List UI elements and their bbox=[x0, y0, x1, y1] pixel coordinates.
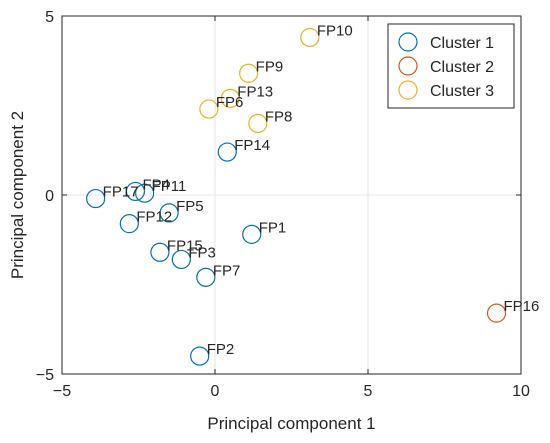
legend-marker bbox=[398, 32, 418, 52]
data-point bbox=[135, 183, 155, 203]
point-label: FP13 bbox=[237, 83, 273, 100]
data-points bbox=[86, 27, 507, 366]
data-point bbox=[486, 303, 507, 323]
legend-entry: Cluster 2 bbox=[430, 59, 494, 76]
y-tick-label: −5 bbox=[36, 367, 54, 384]
point-label: FP7 bbox=[213, 262, 241, 279]
legend-box bbox=[387, 23, 515, 109]
x-tick-label: 10 bbox=[512, 383, 530, 400]
legend-marker bbox=[398, 80, 418, 100]
axes: −5 0 5 10 −5 0 5 bbox=[36, 9, 530, 400]
data-point bbox=[239, 63, 259, 83]
data-point bbox=[217, 142, 237, 162]
point-label: FP14 bbox=[234, 137, 270, 154]
grid bbox=[62, 16, 521, 374]
point-label: FP2 bbox=[207, 341, 235, 358]
data-point bbox=[86, 188, 106, 209]
data-point bbox=[190, 346, 210, 366]
x-axis-label: Principal component 1 bbox=[207, 414, 375, 433]
point-label: FP10 bbox=[317, 22, 353, 39]
data-point bbox=[119, 214, 139, 234]
x-tick-label: 5 bbox=[364, 383, 373, 400]
point-label: FP5 bbox=[176, 198, 204, 215]
data-point bbox=[248, 113, 268, 134]
point-label: FP1 bbox=[259, 219, 287, 236]
x-tick-label: 0 bbox=[211, 383, 220, 400]
data-point bbox=[196, 267, 216, 287]
data-point bbox=[171, 249, 191, 270]
point-label: FP9 bbox=[256, 58, 284, 75]
point-label: FP6 bbox=[216, 94, 244, 111]
point-label: FP3 bbox=[188, 244, 216, 261]
point-label: FP8 bbox=[265, 108, 293, 125]
point-label: FP12 bbox=[136, 209, 172, 226]
point-label: FP17 bbox=[103, 184, 139, 201]
data-point bbox=[220, 88, 240, 108]
data-point bbox=[159, 203, 179, 223]
data-point bbox=[125, 181, 146, 202]
legend-entry: Cluster 3 bbox=[430, 83, 494, 100]
data-point bbox=[242, 224, 262, 244]
point-label: FP11 bbox=[152, 178, 187, 195]
y-axis-label: Principal component 2 bbox=[8, 111, 27, 279]
legend-entry: Cluster 1 bbox=[430, 35, 494, 52]
y-tick-label: 5 bbox=[45, 9, 54, 26]
y-tick-label: 0 bbox=[45, 188, 54, 205]
data-point bbox=[150, 242, 170, 262]
x-tick-label: −5 bbox=[53, 383, 71, 400]
legend-marker bbox=[398, 56, 418, 76]
plot-frame bbox=[61, 15, 522, 375]
point-label: FP15 bbox=[167, 237, 203, 254]
data-point bbox=[199, 99, 219, 119]
legend: Cluster 1 Cluster 2 Cluster 3 bbox=[387, 23, 515, 109]
data-point bbox=[300, 27, 320, 48]
point-label: FP4 bbox=[142, 176, 170, 193]
